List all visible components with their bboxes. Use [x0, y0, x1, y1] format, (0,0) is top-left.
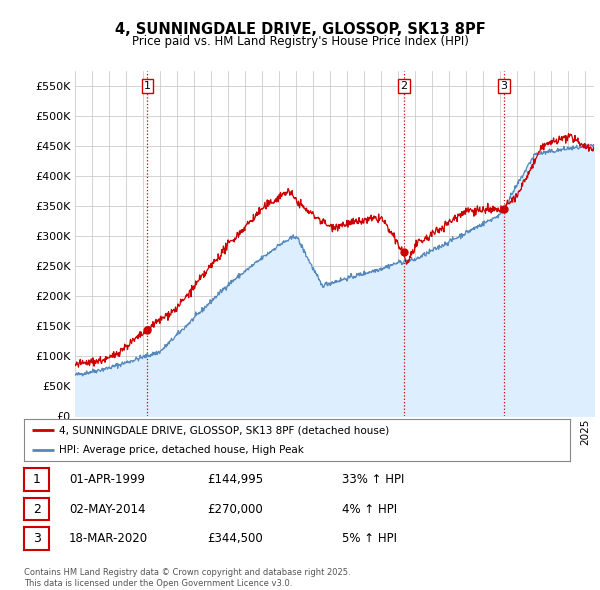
Text: Price paid vs. HM Land Registry's House Price Index (HPI): Price paid vs. HM Land Registry's House …	[131, 35, 469, 48]
Text: 01-APR-1999: 01-APR-1999	[69, 473, 145, 486]
Text: 02-MAY-2014: 02-MAY-2014	[69, 503, 146, 516]
Text: £270,000: £270,000	[207, 503, 263, 516]
Text: £144,995: £144,995	[207, 473, 263, 486]
Text: This data is licensed under the Open Government Licence v3.0.: This data is licensed under the Open Gov…	[24, 579, 292, 588]
Text: £344,500: £344,500	[207, 532, 263, 545]
Text: 3: 3	[32, 532, 41, 545]
Text: 1: 1	[144, 81, 151, 91]
Text: Contains HM Land Registry data © Crown copyright and database right 2025.: Contains HM Land Registry data © Crown c…	[24, 568, 350, 576]
Text: 5% ↑ HPI: 5% ↑ HPI	[342, 532, 397, 545]
Text: 3: 3	[500, 81, 508, 91]
Text: 4, SUNNINGDALE DRIVE, GLOSSOP, SK13 8PF: 4, SUNNINGDALE DRIVE, GLOSSOP, SK13 8PF	[115, 22, 485, 37]
Text: 4, SUNNINGDALE DRIVE, GLOSSOP, SK13 8PF (detached house): 4, SUNNINGDALE DRIVE, GLOSSOP, SK13 8PF …	[59, 425, 390, 435]
Text: 4% ↑ HPI: 4% ↑ HPI	[342, 503, 397, 516]
Text: 1: 1	[32, 473, 41, 486]
Text: 33% ↑ HPI: 33% ↑ HPI	[342, 473, 404, 486]
Text: 18-MAR-2020: 18-MAR-2020	[69, 532, 148, 545]
Text: 2: 2	[400, 81, 407, 91]
Text: 2: 2	[32, 503, 41, 516]
Text: HPI: Average price, detached house, High Peak: HPI: Average price, detached house, High…	[59, 445, 304, 455]
